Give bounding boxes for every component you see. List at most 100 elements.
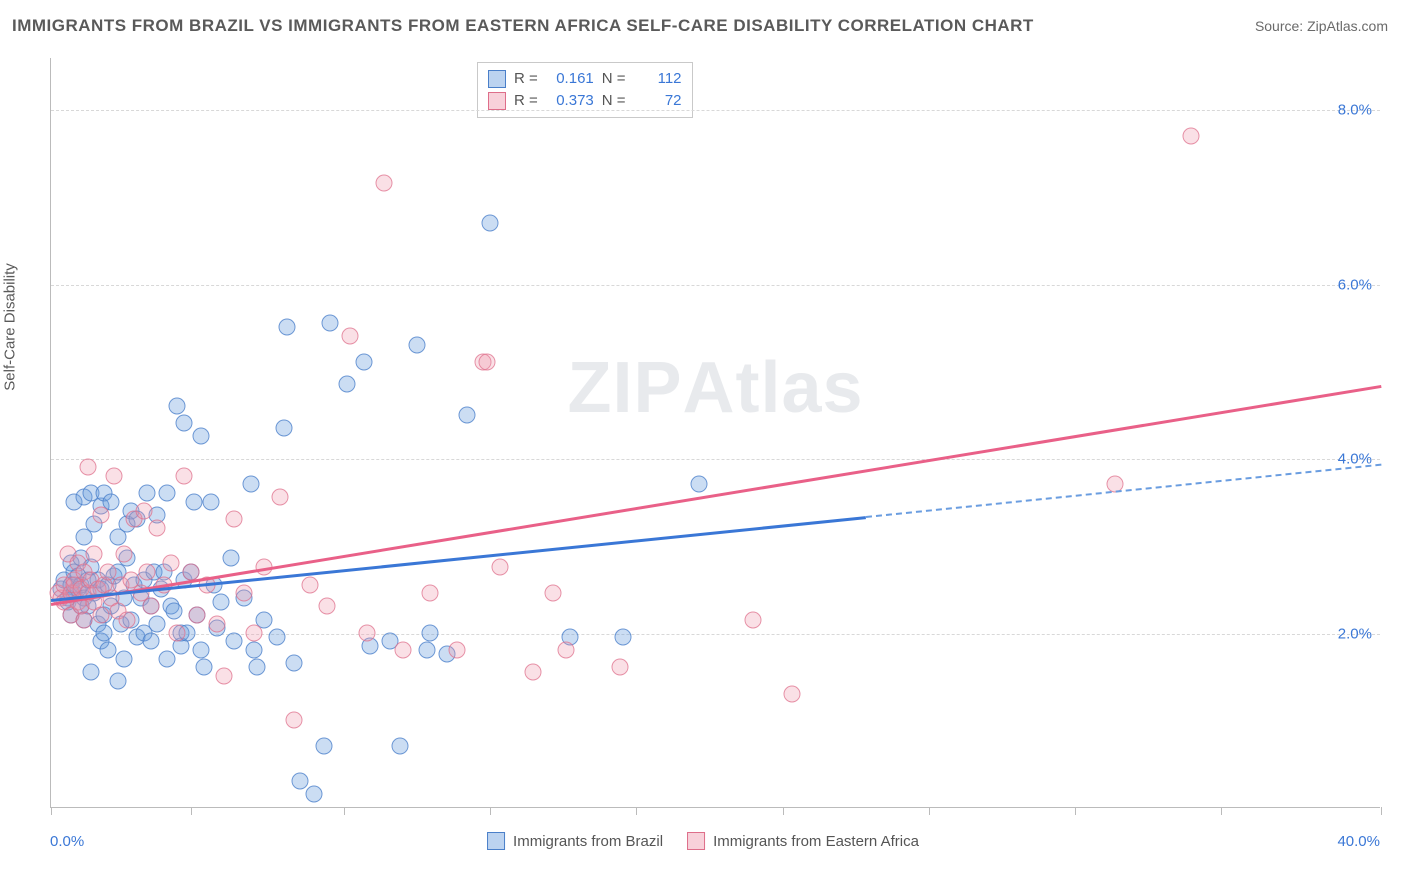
data-point — [212, 594, 229, 611]
watermark-atlas: Atlas — [682, 348, 863, 428]
trend-line — [866, 464, 1382, 518]
data-point — [418, 642, 435, 659]
data-point — [116, 650, 133, 667]
data-point — [744, 611, 761, 628]
data-point — [245, 624, 262, 641]
data-point — [106, 467, 123, 484]
swatch-brazil — [488, 70, 506, 88]
data-point — [235, 585, 252, 602]
x-tick — [191, 807, 192, 815]
swatch-africa — [488, 92, 506, 110]
x-tick — [51, 807, 52, 815]
data-point — [358, 624, 375, 641]
legend: Immigrants from Brazil Immigrants from E… — [487, 832, 919, 850]
data-point — [375, 175, 392, 192]
data-point — [215, 668, 232, 685]
data-point — [149, 519, 166, 536]
source-name: ZipAtlas.com — [1307, 18, 1388, 34]
data-point — [225, 633, 242, 650]
data-point — [142, 598, 159, 615]
legend-label-africa: Immigrants from Eastern Africa — [713, 833, 919, 850]
chart-title: IMMIGRANTS FROM BRAZIL VS IMMIGRANTS FRO… — [12, 16, 1034, 36]
data-point — [245, 642, 262, 659]
y-tick-label: 8.0% — [1338, 102, 1372, 119]
data-point — [139, 485, 156, 502]
data-point — [209, 615, 226, 632]
stat-n-africa: 72 — [634, 90, 682, 112]
legend-item-brazil: Immigrants from Brazil — [487, 832, 663, 850]
data-point — [315, 737, 332, 754]
data-point — [272, 489, 289, 506]
stat-r-brazil: 0.161 — [546, 68, 594, 90]
data-point — [292, 772, 309, 789]
x-tick — [490, 807, 491, 815]
legend-item-africa: Immigrants from Eastern Africa — [687, 832, 919, 850]
data-point — [169, 624, 186, 641]
data-point — [139, 563, 156, 580]
data-point — [611, 659, 628, 676]
data-point — [99, 563, 116, 580]
data-point — [86, 546, 103, 563]
data-point — [242, 476, 259, 493]
legend-swatch-africa — [687, 832, 705, 850]
data-point — [342, 328, 359, 345]
data-point — [182, 563, 199, 580]
data-point — [99, 642, 116, 659]
data-point — [392, 737, 409, 754]
data-point — [96, 624, 113, 641]
data-point — [249, 659, 266, 676]
data-point — [408, 336, 425, 353]
data-point — [458, 406, 475, 423]
data-point — [92, 506, 109, 523]
watermark: ZIPAtlas — [567, 347, 863, 429]
stat-n-label2: N = — [602, 90, 626, 112]
data-point — [355, 354, 372, 371]
data-point — [305, 785, 322, 802]
source-prefix: Source: — [1255, 18, 1307, 34]
y-tick-label: 6.0% — [1338, 276, 1372, 293]
data-point — [338, 376, 355, 393]
data-point — [395, 642, 412, 659]
trend-line — [51, 385, 1381, 605]
data-point — [202, 493, 219, 510]
data-point — [422, 624, 439, 641]
x-tick — [1075, 807, 1076, 815]
data-point — [1183, 127, 1200, 144]
data-point — [185, 493, 202, 510]
data-point — [222, 550, 239, 567]
stat-n-label: N = — [602, 68, 626, 90]
data-point — [784, 685, 801, 702]
legend-label-brazil: Immigrants from Brazil — [513, 833, 663, 850]
data-point — [142, 633, 159, 650]
data-point — [109, 672, 126, 689]
data-point — [614, 628, 631, 645]
data-point — [159, 650, 176, 667]
stat-r-label: R = — [514, 68, 538, 90]
data-point — [92, 607, 109, 624]
data-point — [176, 415, 193, 432]
data-point — [318, 598, 335, 615]
data-point — [189, 607, 206, 624]
x-tick — [344, 807, 345, 815]
data-point — [481, 214, 498, 231]
watermark-zip: ZIP — [567, 348, 682, 428]
data-point — [525, 663, 542, 680]
data-point — [285, 711, 302, 728]
stats-row-africa: R = 0.373 N = 72 — [488, 90, 682, 112]
data-point — [302, 576, 319, 593]
data-point — [225, 511, 242, 528]
stat-r-africa: 0.373 — [546, 90, 594, 112]
data-point — [166, 602, 183, 619]
data-point — [82, 663, 99, 680]
correlation-chart: IMMIGRANTS FROM BRAZIL VS IMMIGRANTS FRO… — [0, 0, 1406, 892]
data-point — [448, 642, 465, 659]
y-axis-label: Self-Care Disability — [2, 263, 19, 391]
stat-n-brazil: 112 — [634, 68, 682, 90]
data-point — [491, 559, 508, 576]
y-tick-label: 2.0% — [1338, 625, 1372, 642]
data-point — [275, 419, 292, 436]
data-point — [558, 642, 575, 659]
data-point — [422, 585, 439, 602]
stats-row-brazil: R = 0.161 N = 112 — [488, 68, 682, 90]
data-point — [169, 397, 186, 414]
